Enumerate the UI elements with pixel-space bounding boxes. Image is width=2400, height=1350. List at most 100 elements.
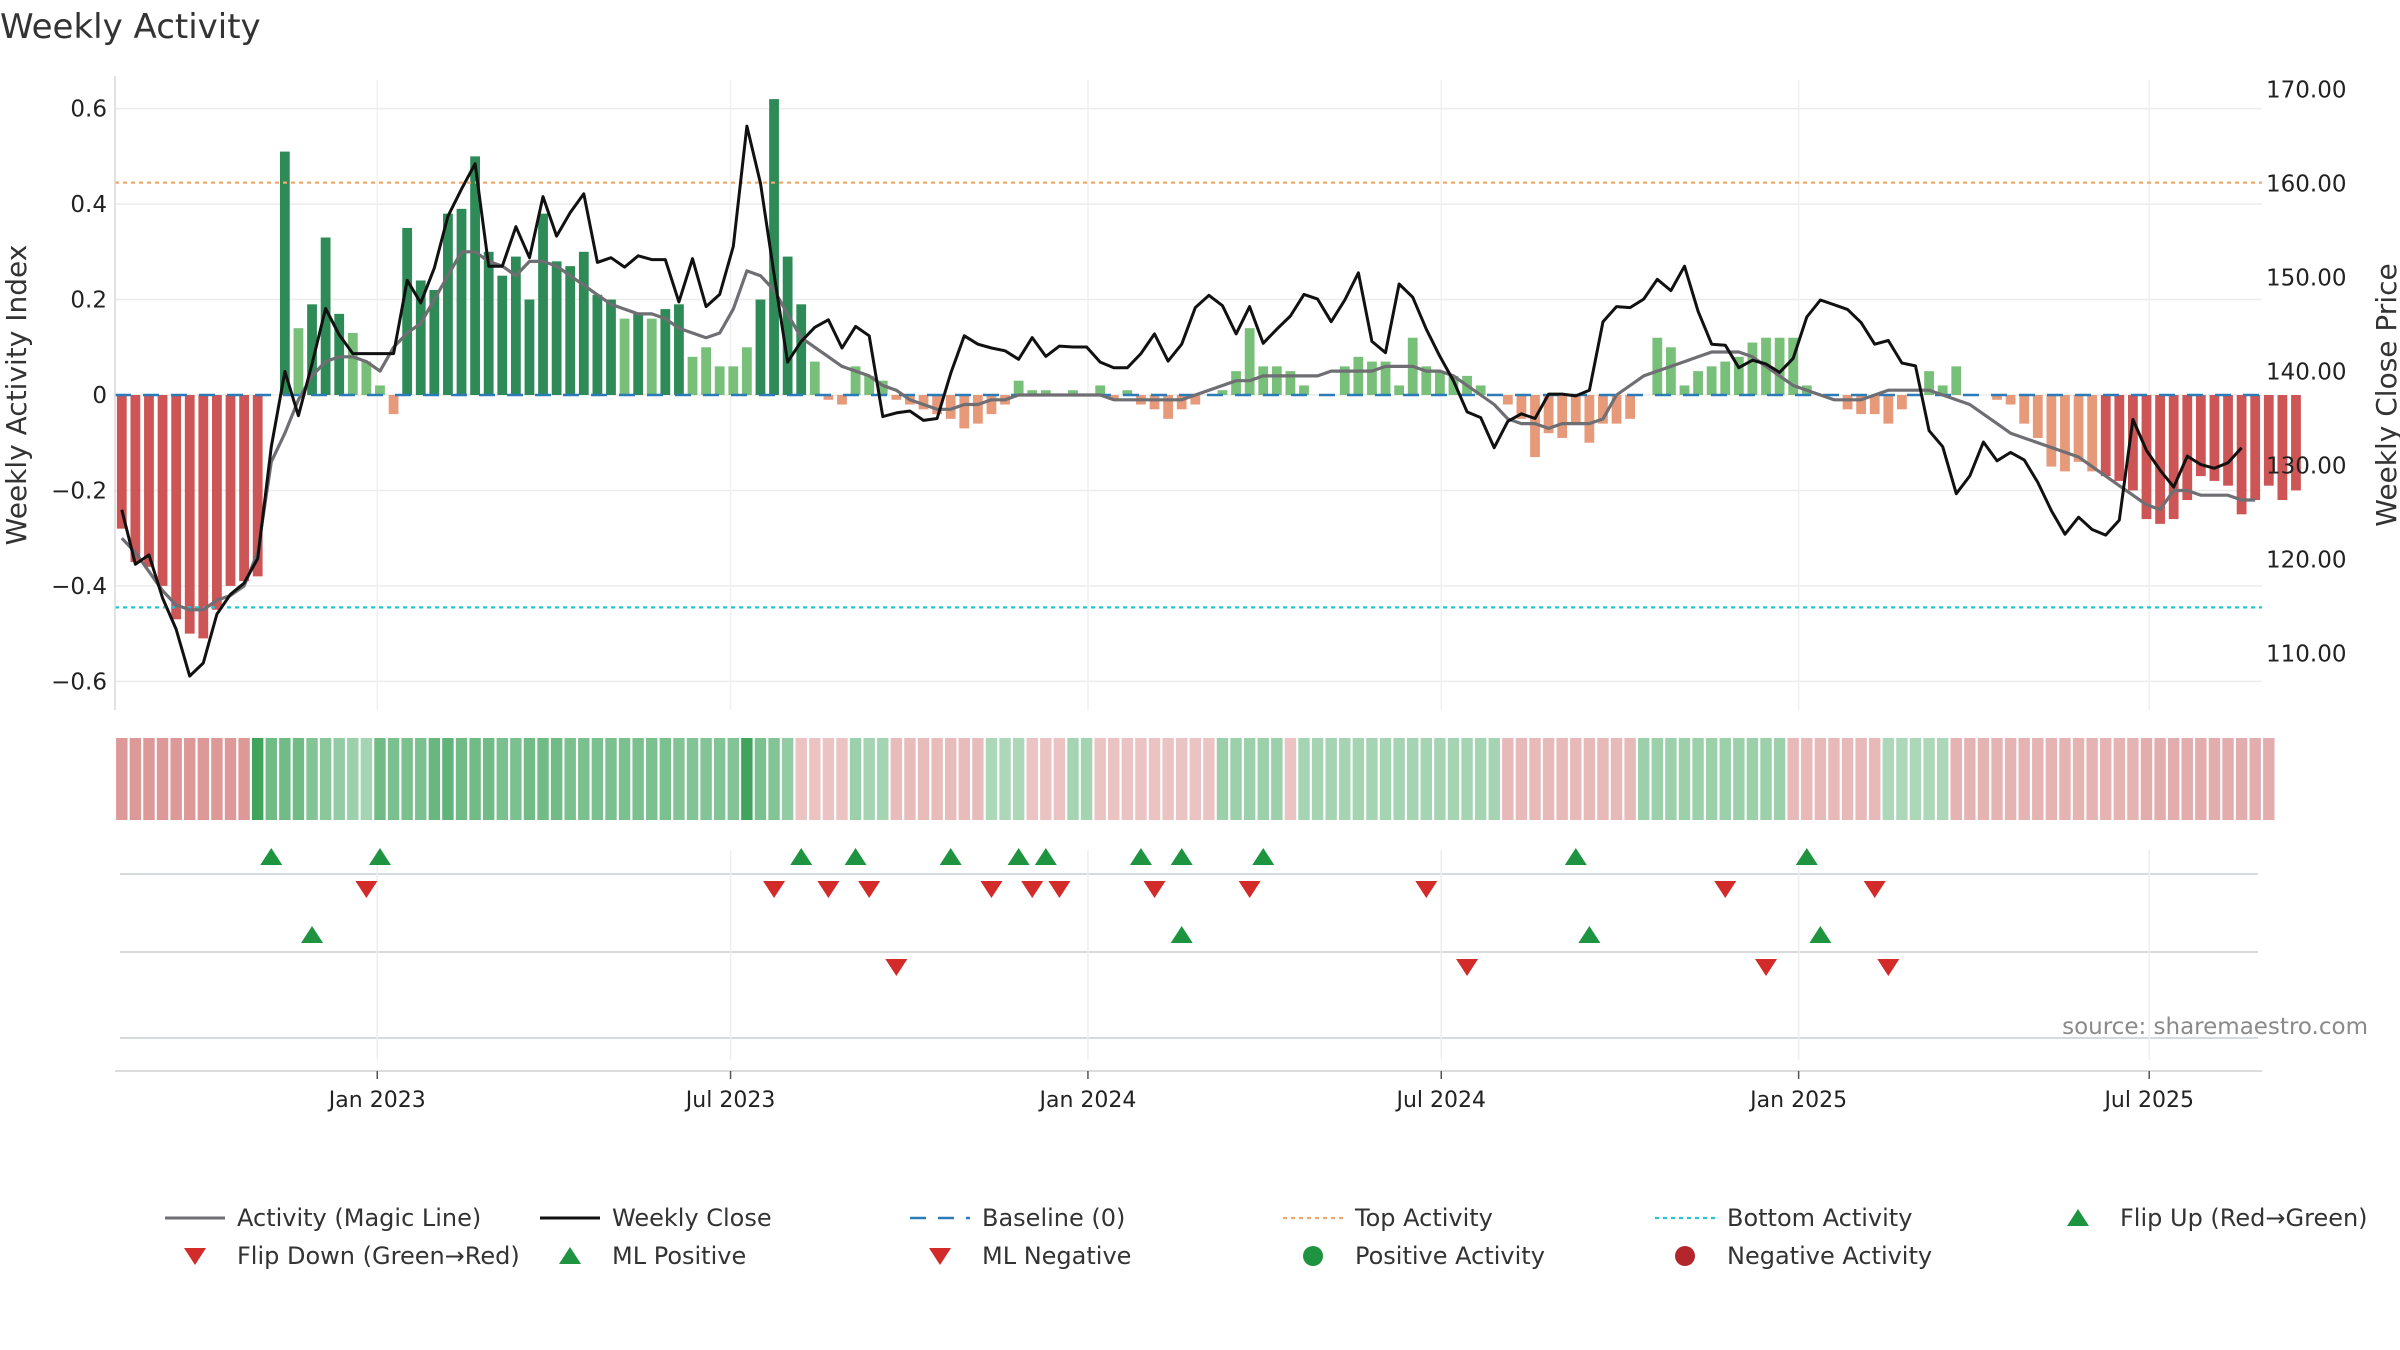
heat-strip-cell [1230, 738, 1242, 820]
heat-strip-cell [1936, 738, 1949, 820]
heat-strip-cell [1488, 738, 1500, 820]
activity-bar [2060, 395, 2070, 472]
activity-bar [918, 395, 929, 410]
y2-axis-title: Weekly Close Price [2370, 263, 2400, 526]
heat-strip-cell [319, 738, 332, 820]
ml-negative-marker [1755, 959, 1778, 976]
heat-strip-cell [795, 738, 807, 820]
flip-down-marker [1415, 881, 1438, 898]
activity-bar [456, 208, 467, 395]
heat-strip-cell [401, 738, 413, 820]
heat-strip-cell [809, 738, 821, 820]
activity-bar [2019, 395, 2030, 424]
y2-tick-label: 140.00 [2266, 359, 2346, 385]
heat-strip-cell [265, 738, 277, 820]
activity-bar [891, 395, 902, 400]
activity-bar [565, 266, 576, 395]
activity-bar [415, 280, 426, 395]
activity-bar [225, 395, 236, 586]
ml-positive-marker [301, 926, 324, 943]
heat-strip-cell [2072, 738, 2085, 820]
activity-bar [320, 237, 331, 395]
heat-strip-cell [170, 738, 182, 820]
heat-strip-cell [387, 738, 400, 820]
heat-strip-cell [659, 738, 672, 820]
heat-strip-cell [1665, 738, 1677, 820]
y2-tick-label: 150.00 [2266, 265, 2346, 291]
heat-strip-cell [1529, 738, 1541, 820]
activity-bar [1733, 356, 1744, 395]
heat-strip-cell [2263, 738, 2275, 820]
activity-bar [1475, 385, 1486, 395]
heat-strip-cell [1801, 738, 1813, 820]
activity-bar [837, 395, 847, 405]
activity-bar [334, 313, 345, 395]
heat-strip-cell [1760, 738, 1772, 820]
activity-bar [1598, 395, 1608, 424]
legend-swatch [1303, 1246, 1323, 1266]
activity-bar [239, 395, 249, 582]
heat-strip-cell [1638, 738, 1650, 820]
heat-strip-cell [836, 738, 848, 820]
heat-strip-cell [1461, 738, 1473, 820]
heat-strip-cell [1964, 738, 1976, 820]
heat-strip-cell [224, 738, 237, 820]
activity-bar [741, 347, 752, 395]
y2-tick-label: 110.00 [2266, 642, 2346, 668]
heat-strip-cell [1746, 738, 1759, 820]
heat-strip-cell [238, 738, 250, 820]
activity-bar [2250, 395, 2261, 500]
activity-bar [1299, 385, 1309, 395]
flip-up-marker [1170, 848, 1193, 865]
flip-up-marker [939, 848, 962, 865]
heat-strip-cell [1597, 738, 1609, 820]
heat-strip-cell [1814, 738, 1827, 820]
activity-bar [687, 356, 698, 395]
heat-strip-cell [211, 738, 223, 820]
activity-bar [1217, 390, 1228, 395]
activity-bar [470, 156, 480, 395]
heat-strip-cell [2249, 738, 2261, 820]
legend-label: Weekly Close [612, 1204, 772, 1232]
heat-strip-cell [1828, 738, 1840, 820]
x-tick-label: Jul 2023 [684, 1088, 776, 1113]
activity-bar [2236, 395, 2247, 515]
heat-strip-cell [605, 738, 617, 820]
heat-strip-cell [958, 738, 970, 820]
heat-strip-cell [2018, 738, 2030, 820]
legend-label: Bottom Activity [1727, 1204, 1912, 1232]
heat-strip-cell [904, 738, 916, 820]
y-tick-label: 0.4 [70, 192, 107, 218]
activity-bar [1883, 395, 1894, 424]
legend-swatch [929, 1248, 951, 1265]
heat-strip-cell [1692, 738, 1704, 820]
heat-strip-cell [1610, 738, 1623, 820]
activity-bar [755, 299, 766, 395]
legend-label: Activity (Magic Line) [237, 1204, 481, 1232]
heat-strip-cell [1257, 738, 1269, 820]
heat-strip-cell [1366, 738, 1378, 820]
activity-bar [850, 366, 861, 395]
activity-bar [2114, 395, 2125, 481]
activity-bar [2005, 395, 2016, 405]
activity-bar [510, 256, 521, 395]
activity-bar [2087, 395, 2098, 472]
activity-bar [1706, 366, 1717, 395]
heat-strip-cell [686, 738, 699, 820]
y-tick-label: 0.6 [70, 97, 107, 123]
activity-bar [1774, 337, 1785, 395]
ml-negative-marker [1456, 959, 1479, 976]
flip-down-marker [1143, 881, 1166, 898]
activity-bar [1108, 395, 1119, 400]
heat-strip-cell [1311, 738, 1324, 820]
legend-label: Top Activity [1354, 1204, 1493, 1232]
activity-bar [252, 395, 263, 577]
heat-strip-cell [863, 738, 875, 820]
activity-bar [198, 395, 209, 639]
heat-strip-cell [2140, 738, 2153, 820]
heat-strip-cell [1135, 738, 1147, 820]
activity-bar [823, 395, 834, 400]
flip-up-marker [1007, 848, 1030, 865]
y2-tick-label: 170.00 [2266, 77, 2346, 103]
activity-bar [769, 99, 779, 395]
